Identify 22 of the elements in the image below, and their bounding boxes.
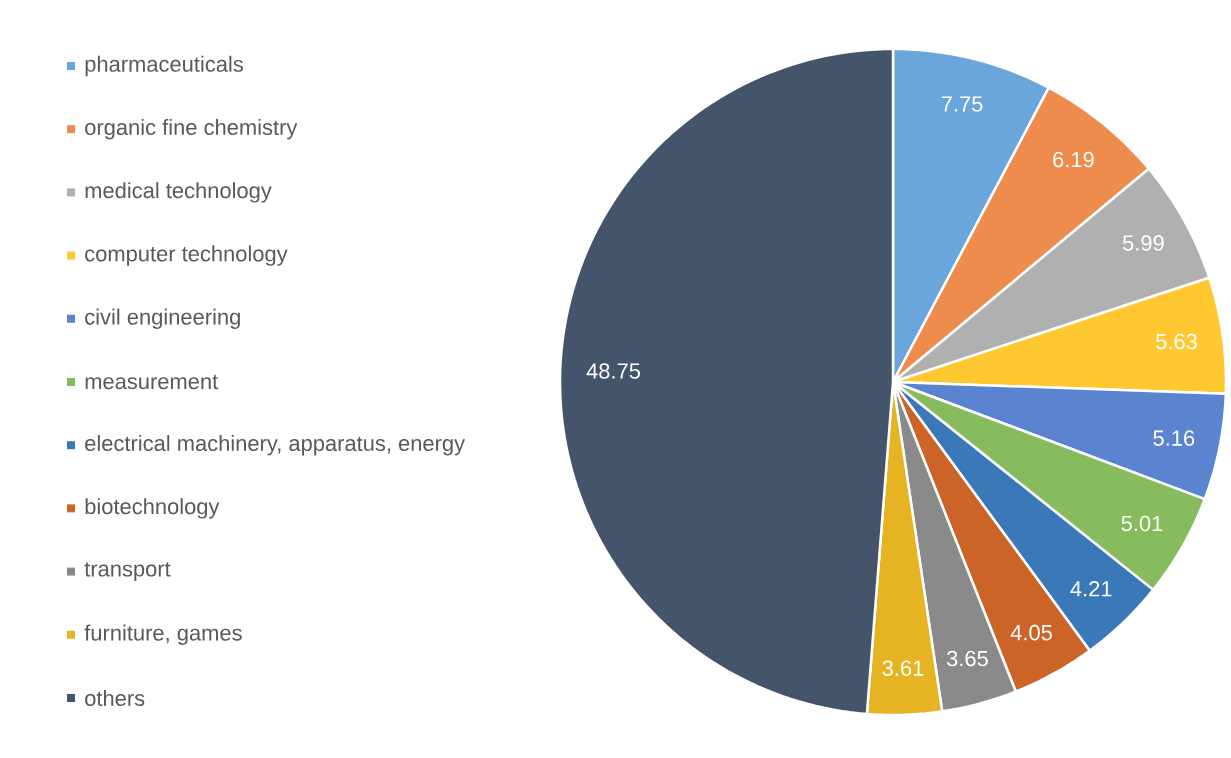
data-label: 3.65 [946,650,988,667]
data-label: 4.05 [1010,624,1052,641]
legend-label: medical technology [85,182,272,203]
data-label: 5.16 [1153,430,1195,446]
legend-label: measurement [85,374,219,390]
legend-label: civil engineering [85,308,240,329]
legend-label: furniture, games [84,624,242,645]
data-label: 6.19 [1053,151,1094,168]
data-label: 5.63 [1156,333,1197,350]
data-label: 3.61 [882,660,924,676]
data-label: 7.75 [941,96,983,112]
legend-label: others [85,689,145,707]
legend-label: organic fine chemistry [85,118,298,140]
data-label: 4.21 [1070,581,1112,597]
legend-label: computer technology [85,245,288,266]
legend-label: transport [84,562,171,581]
data-label: 5.01 [1121,515,1163,532]
legend-label: biotechnology [85,498,220,519]
legend-label: pharmaceuticals [85,55,243,77]
data-label: 5.99 [1122,235,1164,251]
legend-label: electrical machinery, apparatus, energy [85,434,466,456]
data-label: 48.75 [586,363,640,379]
